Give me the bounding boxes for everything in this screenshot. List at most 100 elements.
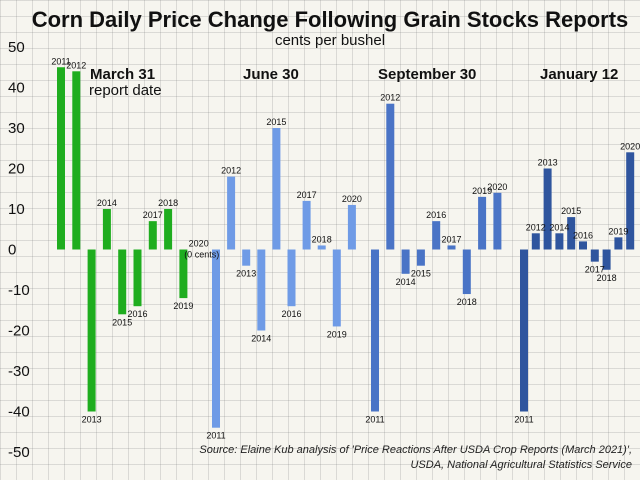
bar xyxy=(371,249,379,412)
y-tick-label: 50 xyxy=(8,39,25,56)
bar-year-label: 2018 xyxy=(312,234,332,244)
bar-year-label: 2017 xyxy=(441,234,461,244)
bar-year-label: 2016 xyxy=(127,309,147,319)
bar xyxy=(567,217,576,250)
bar-year-label: 2018 xyxy=(597,273,617,283)
bar-year-label: 2012 xyxy=(221,166,241,176)
bar-year-label: 2016 xyxy=(281,309,301,319)
bar xyxy=(478,196,487,250)
bar xyxy=(72,71,81,250)
source-line-2: USDA, National Agricultural Statistics S… xyxy=(410,459,632,471)
bar-year-label: 2011 xyxy=(365,415,384,425)
bar xyxy=(133,249,142,307)
bar-year-label: 2011 xyxy=(514,415,533,425)
bar xyxy=(590,249,599,262)
bar xyxy=(626,152,635,250)
source-line-1: Source: Elaine Kub analysis of 'Price Re… xyxy=(199,444,632,456)
bar-year-label: 2017 xyxy=(143,210,163,220)
chart-title: Corn Daily Price Change Following Grain … xyxy=(32,7,629,32)
bar xyxy=(401,249,410,274)
bar-year-label: 2017 xyxy=(585,265,605,275)
chart-subtitle: cents per bushel xyxy=(275,32,385,49)
bar-year-label: 2014 xyxy=(396,277,416,287)
bar-year-label: 2019 xyxy=(173,301,193,311)
bar-year-label: 2020 xyxy=(342,194,362,204)
bar-year-label: 2016 xyxy=(573,230,593,240)
bar xyxy=(614,237,623,250)
group-title: June 30 xyxy=(243,66,299,83)
bar-year-label: 2012 xyxy=(526,222,546,232)
bar-year-label: 2018 xyxy=(457,297,477,307)
bar-year-label: 2014 xyxy=(251,334,271,344)
bar xyxy=(531,233,540,250)
bar xyxy=(87,249,96,412)
y-tick-label: -30 xyxy=(8,363,30,380)
bar xyxy=(148,221,157,250)
bar xyxy=(227,176,236,250)
bar-year-label: 2011 xyxy=(51,56,70,66)
bar xyxy=(102,209,111,250)
bar xyxy=(386,103,395,250)
bar xyxy=(520,249,528,412)
bar xyxy=(242,249,251,266)
bar xyxy=(57,67,65,250)
bar xyxy=(347,204,356,250)
bar-year-label: 2013 xyxy=(82,415,102,425)
group-title: January 12 xyxy=(540,66,618,83)
bar-year-label: 2012 xyxy=(66,60,86,70)
bar xyxy=(118,249,127,315)
bar-year-label: 2015 xyxy=(411,269,431,279)
bar xyxy=(602,249,611,270)
bar xyxy=(432,221,441,250)
y-tick-label: -10 xyxy=(8,282,30,299)
y-tick-label: -20 xyxy=(8,323,30,340)
bar-year-label: 2013 xyxy=(236,269,256,279)
bar-year-label: 2020 xyxy=(189,239,209,249)
group-title: March 31 xyxy=(90,66,155,83)
bar xyxy=(579,241,587,250)
bar xyxy=(416,249,425,266)
bar xyxy=(179,249,188,299)
bar xyxy=(257,249,266,331)
y-tick-label: 40 xyxy=(8,80,25,97)
bar xyxy=(447,245,456,250)
bar-year-label: 2015 xyxy=(266,117,286,127)
bar-year-label: 2019 xyxy=(608,226,628,236)
bar-year-label: 2014 xyxy=(549,222,569,232)
bar-year-label: 2019 xyxy=(472,186,492,196)
y-axis: 50 40 30 20 10 0 -10 -20 -30 -40 -50 xyxy=(8,39,30,461)
bar-year-label: 2012 xyxy=(380,93,400,103)
bar xyxy=(493,192,502,250)
bar-year-label: 2020 xyxy=(620,141,640,151)
y-tick-label: 10 xyxy=(8,201,25,218)
bar-year-label: 2016 xyxy=(426,210,446,220)
bar xyxy=(302,200,311,250)
group-title: September 30 xyxy=(378,66,476,83)
bar-year-label: 2018 xyxy=(158,198,178,208)
y-tick-label: 30 xyxy=(8,120,25,137)
bar xyxy=(317,245,326,250)
bar xyxy=(272,128,281,250)
group-subtitle: report date xyxy=(89,82,162,99)
bar-year-label: 2019 xyxy=(327,329,347,339)
bar xyxy=(287,249,296,307)
y-tick-label: -40 xyxy=(8,404,30,421)
bar xyxy=(164,209,173,250)
bars-layer xyxy=(57,67,635,428)
y-tick-label: 0 xyxy=(8,242,16,259)
bar xyxy=(555,233,564,250)
y-tick-label: 20 xyxy=(8,161,25,178)
bar xyxy=(212,249,220,428)
bar-year-label: 2015 xyxy=(561,206,581,216)
bar xyxy=(332,249,341,327)
bar xyxy=(543,168,552,250)
zero-note: (0 cents) xyxy=(184,250,219,260)
y-tick-label: -50 xyxy=(8,444,30,461)
bar-year-label: 2017 xyxy=(297,190,317,200)
bar-year-label: 2011 xyxy=(206,431,225,441)
bar-year-label: 2015 xyxy=(112,317,132,327)
bar-year-label: 2013 xyxy=(538,158,558,168)
bar-year-label: 2014 xyxy=(97,198,117,208)
